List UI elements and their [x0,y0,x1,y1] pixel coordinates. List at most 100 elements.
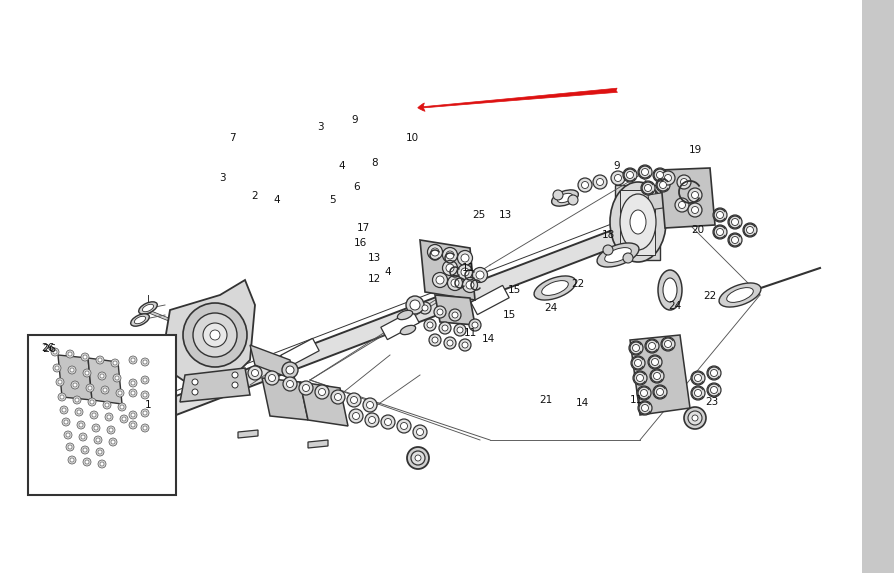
Circle shape [131,391,135,395]
Circle shape [367,402,374,409]
Circle shape [707,366,721,380]
Polygon shape [281,339,319,368]
Circle shape [90,400,94,404]
Circle shape [129,411,137,419]
Text: 8: 8 [372,158,378,168]
Text: 1: 1 [145,400,151,410]
Circle shape [656,178,670,192]
Circle shape [129,389,137,397]
Circle shape [462,342,468,348]
Text: 19: 19 [688,145,702,155]
Circle shape [614,175,621,182]
Text: 18: 18 [602,230,615,240]
Circle shape [203,323,227,347]
Ellipse shape [397,311,413,320]
Circle shape [451,279,459,287]
Ellipse shape [134,316,146,324]
Circle shape [716,229,723,236]
Circle shape [680,179,687,186]
Polygon shape [420,240,475,300]
Circle shape [98,358,102,362]
Circle shape [141,391,149,399]
Text: 21: 21 [539,395,552,405]
Circle shape [113,361,117,365]
Circle shape [419,302,431,314]
Circle shape [473,268,487,282]
Circle shape [437,309,443,315]
Circle shape [656,171,663,179]
Circle shape [77,410,81,414]
Circle shape [118,391,122,395]
Circle shape [743,223,757,237]
Circle shape [410,300,420,310]
Circle shape [352,413,359,419]
Circle shape [268,375,275,382]
Polygon shape [88,358,122,404]
Circle shape [64,420,68,424]
Circle shape [70,458,74,462]
Ellipse shape [131,314,149,326]
Circle shape [131,381,135,385]
Circle shape [58,380,62,384]
Circle shape [62,418,70,426]
Text: 5: 5 [329,195,335,205]
Text: 20: 20 [691,225,704,235]
Circle shape [251,370,258,376]
Circle shape [653,385,667,399]
Ellipse shape [542,281,569,296]
Circle shape [83,369,91,377]
Circle shape [96,448,104,456]
Circle shape [731,237,738,244]
Text: 22: 22 [704,291,717,301]
Circle shape [107,415,111,419]
Text: 26: 26 [42,344,56,354]
Circle shape [232,382,238,388]
Circle shape [642,168,648,175]
Circle shape [679,202,686,209]
Circle shape [458,265,473,280]
Text: 24: 24 [669,301,681,311]
Text: 13: 13 [367,253,381,263]
Circle shape [746,226,754,234]
Circle shape [299,381,313,395]
Ellipse shape [557,193,573,203]
Text: 14: 14 [481,334,494,344]
Circle shape [695,390,702,397]
Circle shape [141,358,149,366]
Circle shape [415,455,421,461]
Circle shape [64,431,72,439]
Ellipse shape [620,194,656,250]
Circle shape [193,313,237,357]
Circle shape [60,395,64,399]
Circle shape [656,388,663,395]
Circle shape [109,428,113,432]
Circle shape [654,372,661,379]
Circle shape [232,372,238,378]
Circle shape [462,277,477,292]
Circle shape [98,372,106,380]
Circle shape [105,413,113,421]
Circle shape [664,175,671,182]
Text: 11: 11 [629,395,643,405]
Circle shape [553,190,563,200]
Polygon shape [300,382,348,426]
Circle shape [413,425,427,439]
Polygon shape [58,355,92,400]
Ellipse shape [630,210,646,234]
Circle shape [424,319,436,331]
Circle shape [446,251,454,259]
Circle shape [449,309,461,321]
Polygon shape [155,215,660,420]
Circle shape [381,415,395,429]
Circle shape [81,446,89,454]
Circle shape [55,366,59,370]
Circle shape [131,413,135,417]
Polygon shape [862,0,894,573]
Circle shape [88,398,96,406]
Circle shape [85,371,89,375]
Circle shape [302,384,309,391]
Circle shape [103,388,107,392]
Circle shape [457,327,463,333]
Circle shape [713,208,727,222]
Circle shape [384,418,392,426]
